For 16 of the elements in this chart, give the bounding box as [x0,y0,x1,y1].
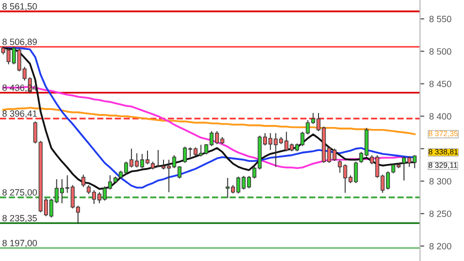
y-tick-label: 8 300 [429,178,452,184]
y-tick-label: 8 250 [429,210,452,217]
ref-line-label: 8 275,00 [2,189,37,197]
candlestick [81,174,86,188]
ref-line-label: 8 197,00 [2,240,37,248]
y-tick-label: 8 400 [429,113,452,120]
ref-line-label: 8 506,89 [2,38,37,46]
y-tick-label: 8 500 [429,48,452,55]
ref-line-label: 8 436,24 [2,84,37,92]
y-tick-label: 8 550 [429,16,452,22]
y-tick-label: 8 200 [429,243,452,250]
ref-line-label: 8 561,50 [2,3,37,11]
ref-line-label: 8 235,35 [2,214,37,222]
ref-line-label: 8 396,41 [2,110,37,118]
y-tick-label: 8 450 [429,80,452,88]
line-series [2,106,416,136]
